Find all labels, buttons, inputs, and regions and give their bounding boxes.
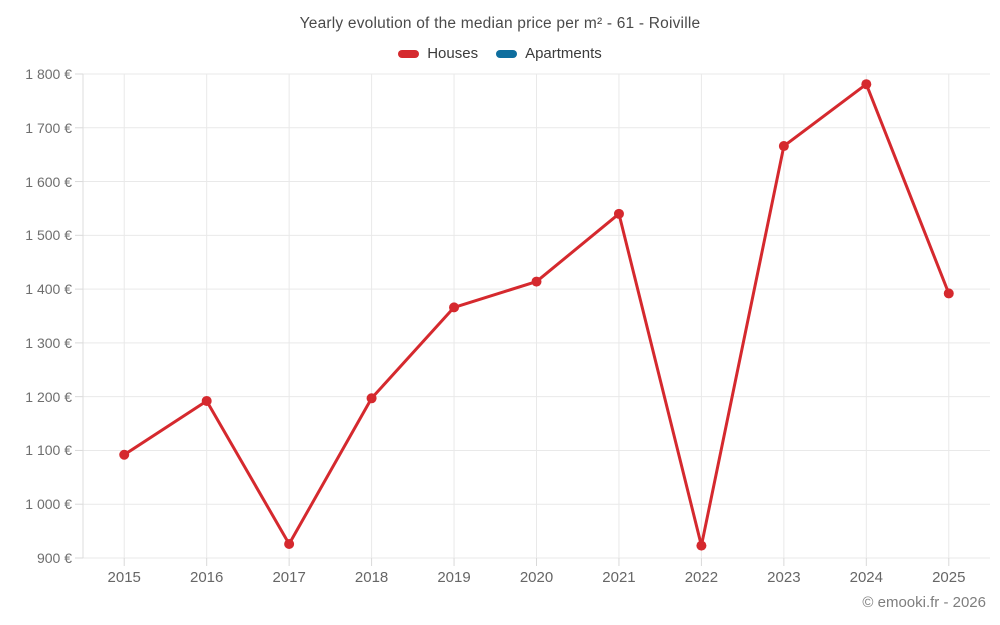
apartments-legend-label: Apartments — [525, 45, 602, 62]
houses-data-point[interactable] — [531, 276, 542, 287]
legend-item-houses[interactable]: Houses — [398, 45, 478, 62]
chart-title: Yearly evolution of the median price per… — [299, 15, 701, 32]
houses-data-point[interactable] — [119, 449, 130, 460]
houses-data-point[interactable] — [778, 141, 789, 152]
houses-data-point[interactable] — [696, 540, 707, 551]
houses-data-point[interactable] — [449, 302, 460, 313]
houses-data-point[interactable] — [861, 79, 872, 90]
houses-data-point[interactable] — [613, 208, 624, 219]
legend: Houses Apartments — [0, 45, 1000, 62]
houses-legend-label: Houses — [427, 45, 479, 62]
houses-data-point[interactable] — [201, 395, 212, 406]
houses-data-point[interactable] — [284, 539, 295, 550]
copyright-footer: © emooki.fr - 2026 — [862, 594, 986, 611]
apartments-series-swatch-icon — [496, 49, 518, 58]
houses-data-point[interactable] — [943, 288, 954, 299]
legend-item-apartments[interactable]: Apartments — [496, 45, 602, 62]
houses-series-swatch-icon — [398, 49, 420, 58]
houses-data-point[interactable] — [366, 393, 377, 404]
